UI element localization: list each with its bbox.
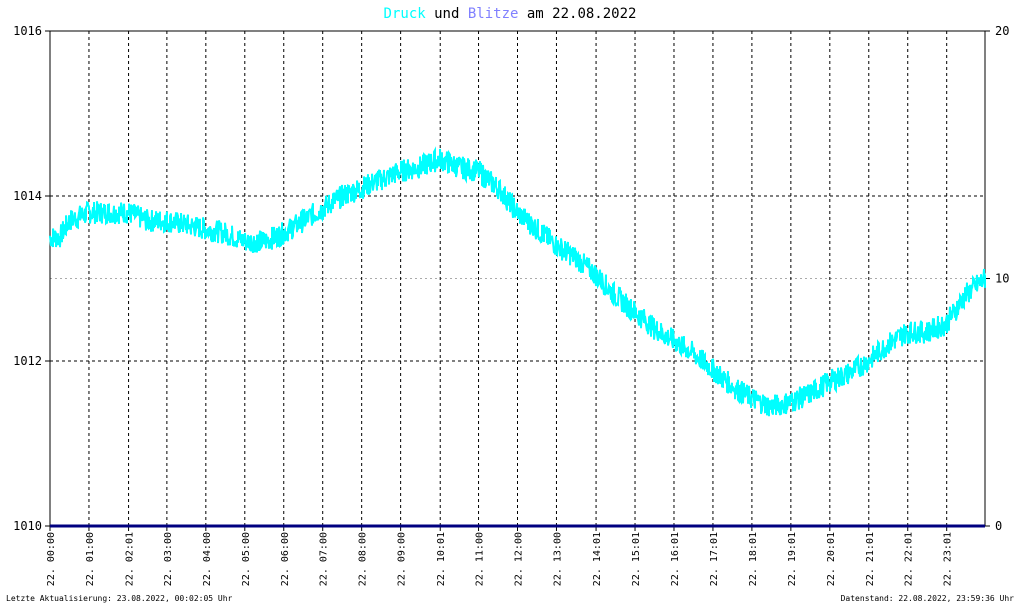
left-tick-label: 1010 [13, 519, 42, 533]
x-tick-label: 22. 21:01 [865, 532, 876, 586]
chart-title: Druck und Blitze am 22.08.2022 [384, 6, 637, 22]
title-druck: Druck [384, 6, 427, 22]
x-tick-label: 22. 04:00 [202, 532, 213, 586]
x-tick-label: 22. 02:01 [125, 532, 136, 586]
axis-labels: 1010 1012 1014 1016 0 10 20 22. 00:00 22. 01:00 2… [13, 24, 1009, 586]
x-tick-label: 22. 19:01 [787, 532, 798, 586]
title-und: und [426, 6, 468, 22]
right-tick-label: 0 [995, 519, 1002, 533]
x-tick-label: 22. 15:01 [631, 532, 642, 586]
left-tick-label: 1016 [13, 24, 42, 38]
x-tick-label: 22. 14:01 [592, 532, 603, 586]
x-tick-label: 22. 16:01 [670, 532, 681, 586]
x-tick-label: 22. 22:01 [904, 532, 915, 586]
x-tick-label: 22. 13:00 [552, 532, 563, 586]
x-tick-label: 22. 23:01 [943, 532, 954, 586]
x-tick-label: 22. 05:00 [241, 532, 252, 586]
x-tick-label: 22. 06:00 [280, 532, 291, 586]
left-tick-label: 1012 [13, 354, 42, 368]
x-tick-label: 22. 00:00 [46, 532, 57, 586]
x-tick-label: 22. 11:00 [475, 532, 486, 586]
x-tick-label: 22. 10:01 [436, 532, 447, 586]
x-tick-label: 22. 07:00 [319, 532, 330, 586]
x-tick-label: 22. 17:01 [709, 532, 720, 586]
series-druck-line [49, 146, 986, 417]
x-tick-label: 22. 08:00 [358, 532, 369, 586]
x-tick-label: 22. 20:01 [826, 532, 837, 586]
x-tick-label: 22. 09:00 [397, 532, 408, 586]
footer-last-update: Letzte Aktualisierung: 23.08.2022, 00:02… [6, 594, 233, 603]
x-tick-label: 22. 18:01 [748, 532, 759, 586]
right-tick-label: 10 [995, 272, 1009, 286]
x-tick-label: 22. 03:00 [163, 532, 174, 586]
series [49, 146, 986, 528]
x-tick-label: 22. 01:00 [85, 532, 96, 586]
right-tick-label: 20 [995, 24, 1009, 38]
x-tick-label: 22. 12:00 [514, 532, 525, 586]
title-blitze: Blitze [468, 6, 519, 22]
title-date: am 22.08.2022 [518, 6, 636, 22]
left-tick-label: 1014 [13, 189, 42, 203]
grid [50, 31, 985, 526]
footer-data-status: Datenstand: 22.08.2022, 23:59:36 Uhr [840, 594, 1014, 603]
